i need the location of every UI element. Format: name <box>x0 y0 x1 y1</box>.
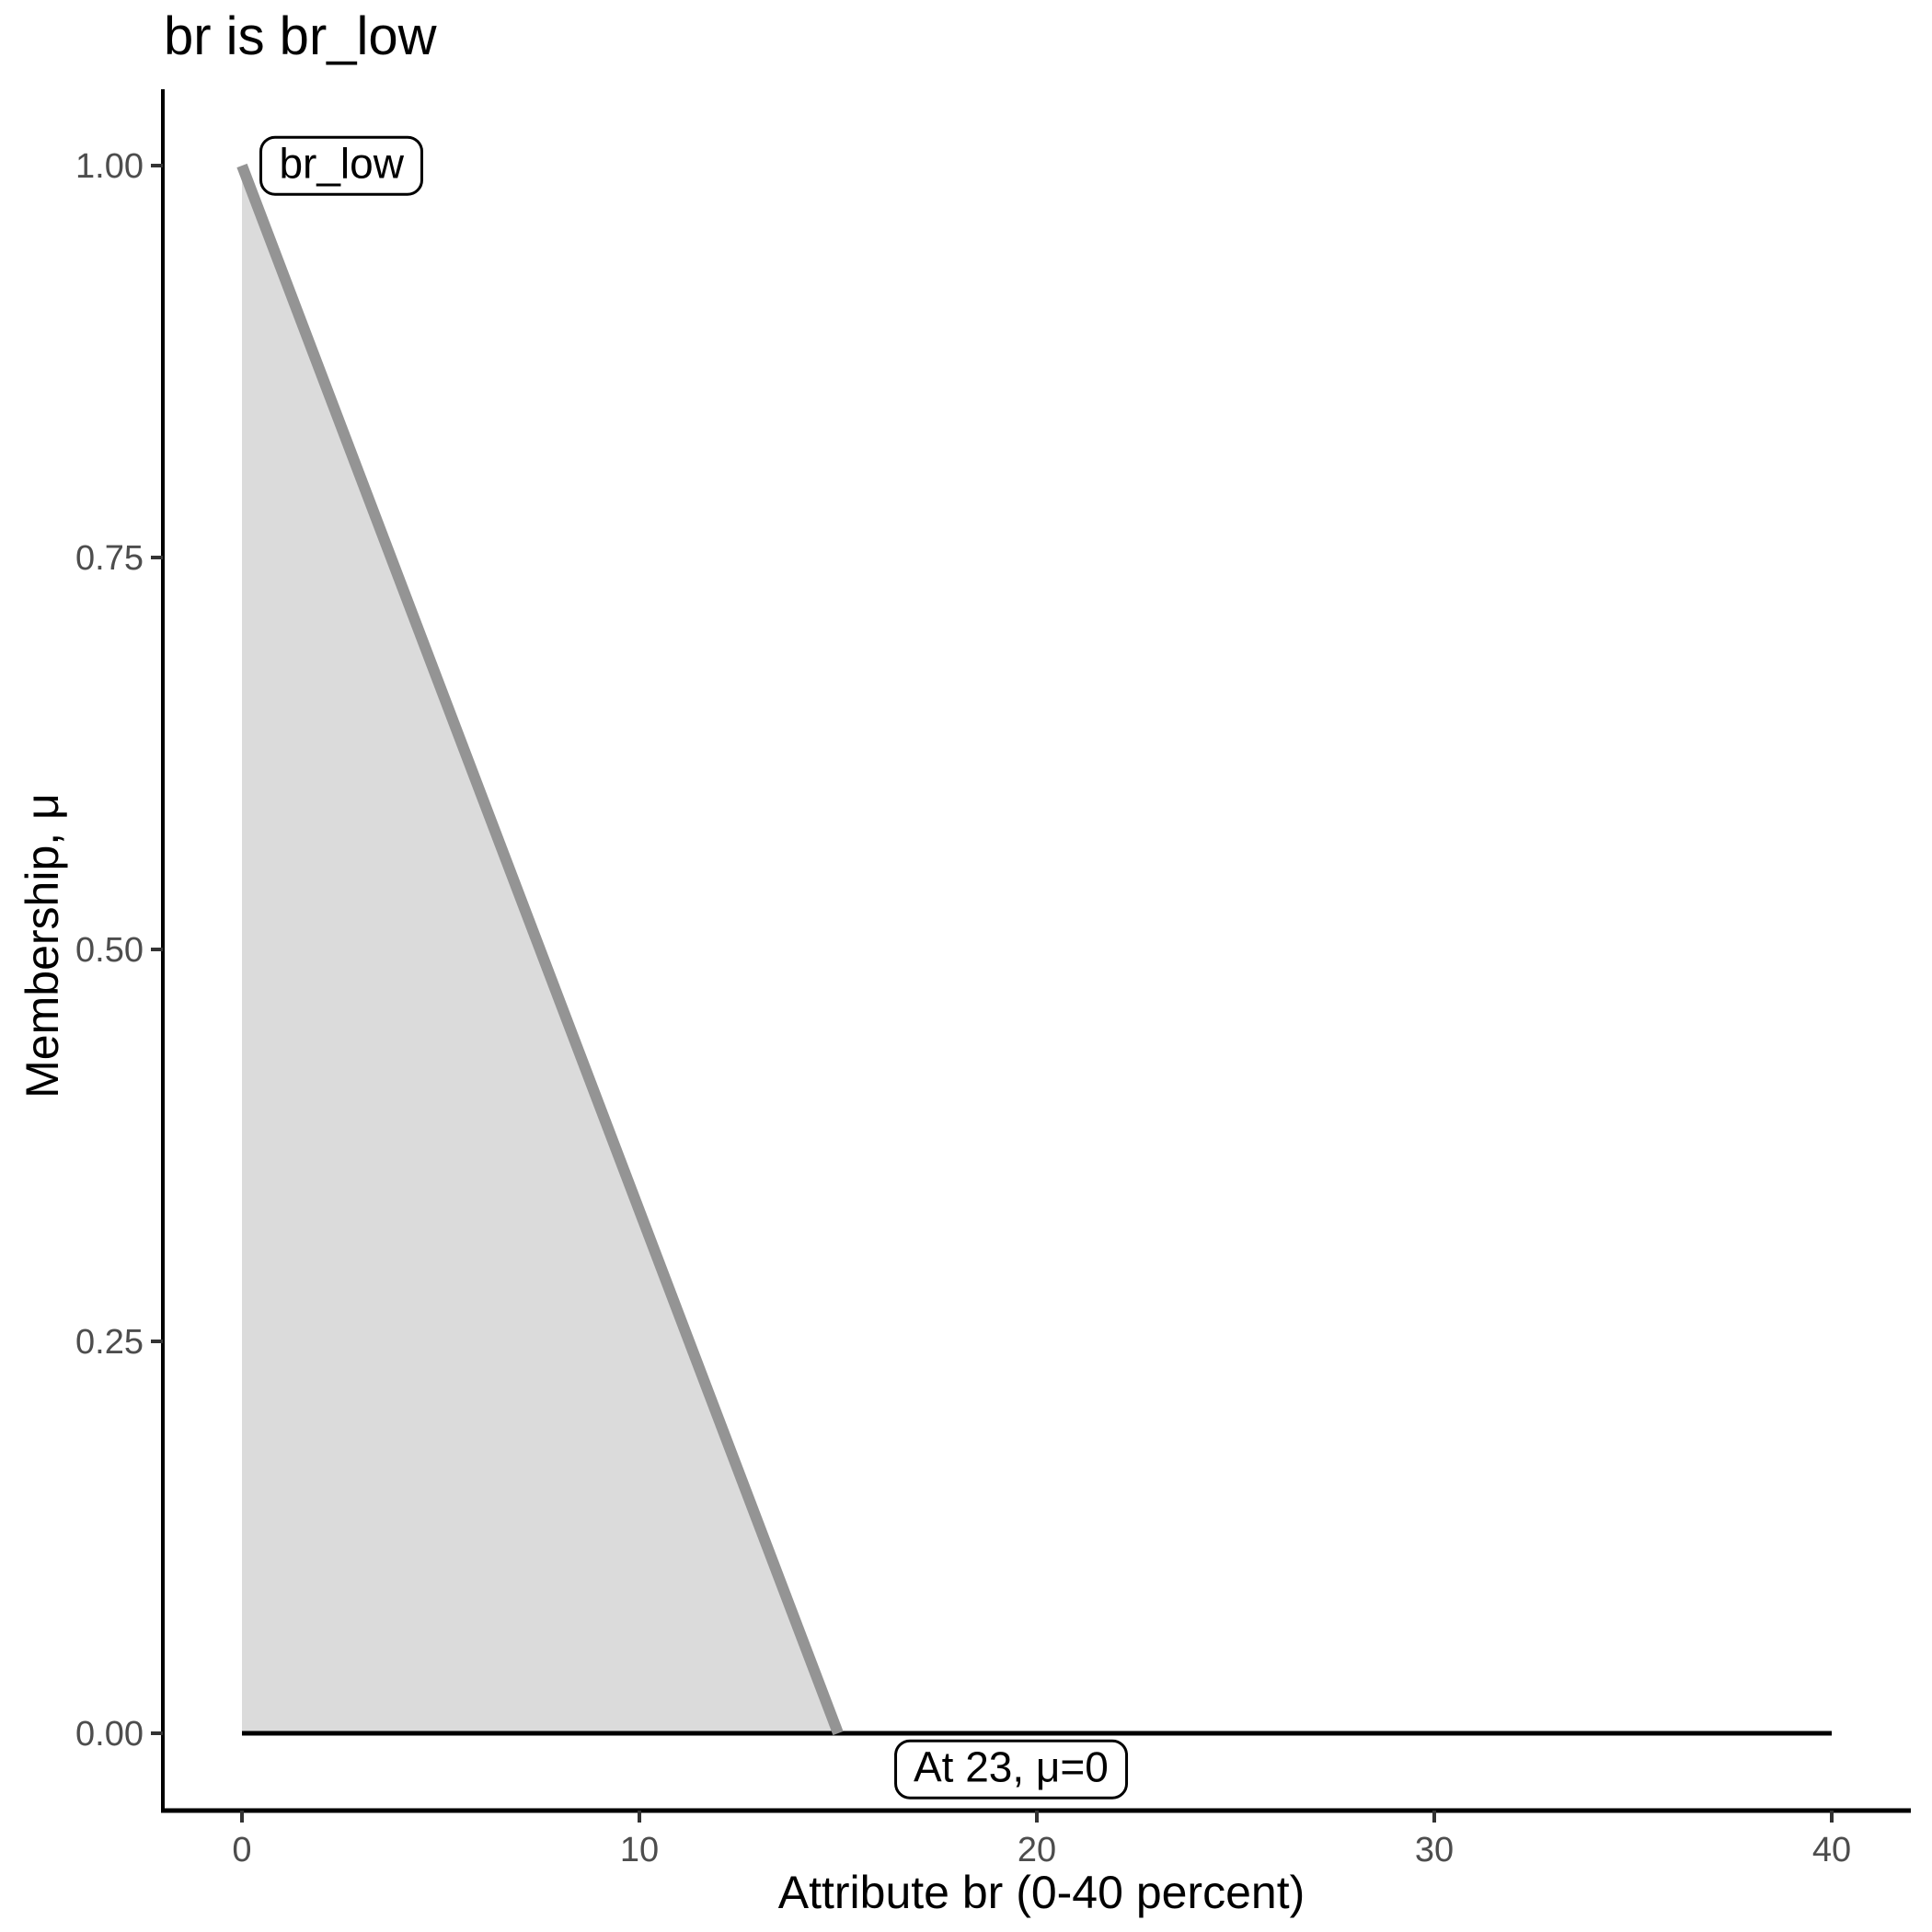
membership-function-line <box>236 163 844 1736</box>
x-axis-title: Attribute br (0-40 percent) <box>777 1867 1305 1918</box>
x-tick-label: 40 <box>1812 1831 1851 1869</box>
x-tick-label: 0 <box>232 1831 251 1869</box>
x-tick-label: 10 <box>620 1831 659 1869</box>
y-tick-label: 0.00 <box>75 1715 144 1754</box>
y-tick-label: 0.50 <box>75 931 144 970</box>
y-tick-label: 1.00 <box>75 147 144 186</box>
y-tick-label: 0.25 <box>75 1323 144 1362</box>
annotation-br-low: br_low <box>259 135 423 196</box>
x-tick-label: 30 <box>1415 1831 1454 1869</box>
x-tick-label: 20 <box>1018 1831 1056 1869</box>
chart-title: br is br_low <box>164 6 437 66</box>
annotation-at-23-mu-0: At 23, μ=0 <box>893 1739 1128 1800</box>
y-tick-label: 0.75 <box>75 539 144 578</box>
